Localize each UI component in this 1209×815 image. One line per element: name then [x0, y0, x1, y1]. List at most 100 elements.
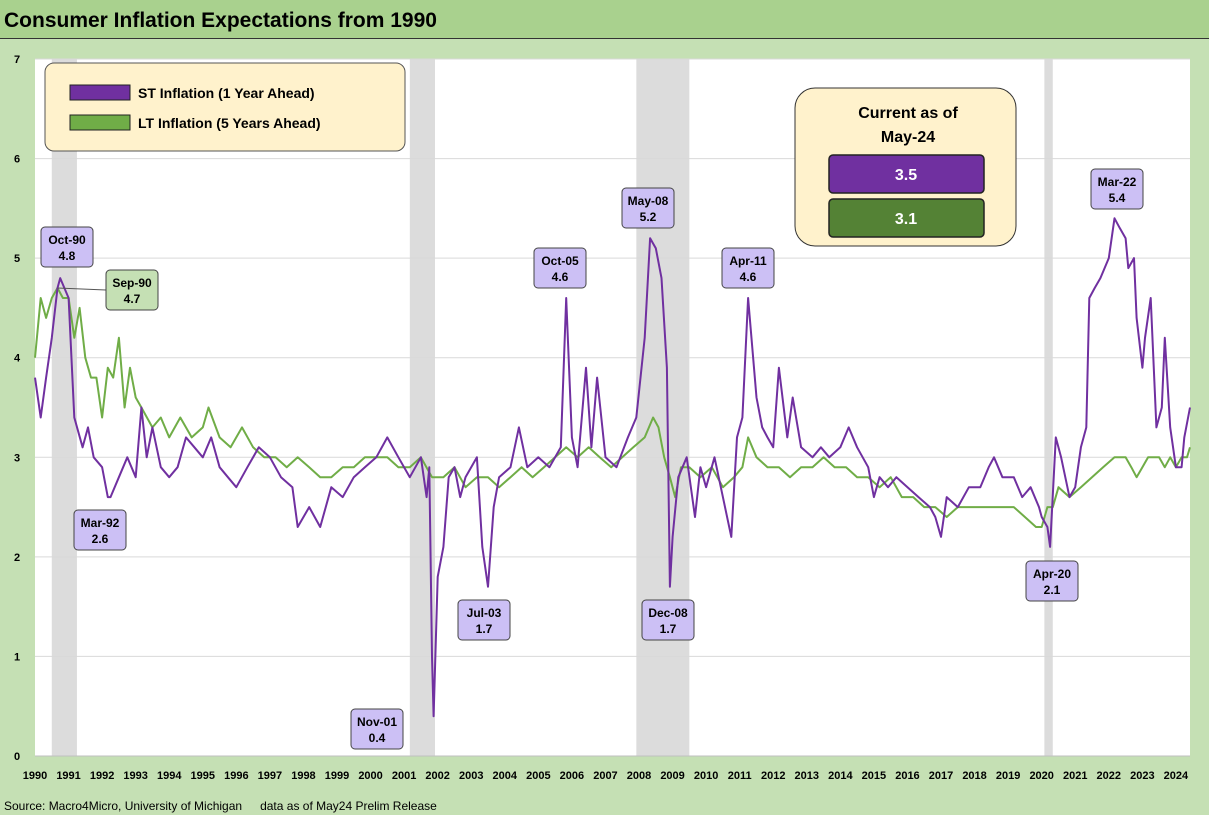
current-panel: Current as of May-24 3.5 3.1	[794, 87, 1017, 247]
x-tick-2006: 2006	[560, 770, 584, 782]
leader-sep-90	[57, 287, 107, 291]
annotation-box-sep-90	[105, 269, 159, 311]
x-tick-2008: 2008	[627, 770, 651, 782]
x-tick-2017: 2017	[929, 770, 953, 782]
annotation-date-nov-01: Nov-01	[357, 715, 397, 729]
x-tick-2010: 2010	[694, 770, 718, 782]
x-tick-1993: 1993	[123, 770, 147, 782]
legend-label-st: ST Inflation (1 Year Ahead)	[138, 85, 315, 101]
current-title: Current as of	[858, 105, 958, 122]
release-note: data as of May24 Prelim Release	[260, 799, 437, 813]
x-tick-2001: 2001	[392, 770, 416, 782]
annotation-value-nov-01: 0.4	[369, 731, 386, 745]
y-tick-2: 2	[14, 552, 20, 564]
annotation-box-may-08	[621, 187, 675, 229]
y-tick-7: 7	[14, 54, 20, 66]
annotation-date-dec-08: Dec-08	[648, 606, 688, 620]
x-tick-2019: 2019	[996, 770, 1020, 782]
x-tick-1999: 1999	[325, 770, 349, 782]
x-tick-2022: 2022	[1097, 770, 1121, 782]
annotation-box-apr-11	[721, 247, 775, 289]
annotation-value-oct-90: 4.8	[59, 249, 76, 263]
title-bar: Consumer Inflation Expectations from 199…	[0, 0, 1209, 39]
legend: ST Inflation (1 Year Ahead) LT Inflation…	[44, 62, 406, 152]
x-tick-2007: 2007	[593, 770, 617, 782]
annotation-box-oct-90	[40, 226, 94, 268]
recession-band-0	[51, 59, 77, 756]
annotation-box-dec-08	[641, 599, 695, 641]
x-tick-2016: 2016	[895, 770, 919, 782]
annotation-value-mar-22: 5.4	[1109, 191, 1126, 205]
annotation-date-mar-22: Mar-22	[1098, 175, 1137, 189]
series-line-lt	[34, 287, 1191, 528]
x-tick-2005: 2005	[526, 770, 550, 782]
annotation-box-apr-20	[1025, 560, 1079, 602]
chart-title: Consumer Inflation Expectations from 199…	[4, 9, 437, 32]
x-tick-2011: 2011	[728, 770, 752, 782]
x-tick-2009: 2009	[660, 770, 684, 782]
annotation-date-apr-20: Apr-20	[1033, 567, 1071, 581]
annotations: Oct-90 4.8 Sep-90 4.7 Mar-92 2.6 Nov-01 0.4 Jul-…	[40, 168, 1144, 750]
annotation-date-mar-92: Mar-92	[81, 516, 120, 530]
annotation-date-oct-90: Oct-90	[48, 233, 86, 247]
current-st-box	[828, 154, 985, 194]
annotation-date-may-08: May-08	[628, 194, 669, 208]
annotation-date-sep-90: Sep-90	[112, 276, 152, 290]
x-tick-1992: 1992	[90, 770, 114, 782]
series-lines	[34, 217, 1191, 718]
x-tick-2014: 2014	[828, 770, 853, 782]
x-tick-2024: 2024	[1164, 770, 1189, 782]
current-st-value: 3.5	[895, 167, 917, 184]
x-tick-2013: 2013	[795, 770, 819, 782]
legend-label-lt: LT Inflation (5 Years Ahead)	[138, 115, 321, 131]
annotation-box-mar-92	[73, 509, 127, 551]
recession-band-3	[1044, 59, 1053, 756]
y-tick-1: 1	[14, 651, 20, 663]
x-tick-1998: 1998	[291, 770, 315, 782]
current-lt-value: 3.1	[895, 211, 917, 228]
annotation-date-oct-05: Oct-05	[541, 254, 579, 268]
annotation-value-apr-20: 2.1	[1044, 583, 1061, 597]
x-tick-2004: 2004	[493, 770, 518, 782]
x-tick-2020: 2020	[1029, 770, 1053, 782]
recession-band-2	[636, 59, 690, 756]
x-tick-2002: 2002	[425, 770, 449, 782]
current-date: May-24	[881, 129, 935, 146]
source-note: Source: Macro4Micro, University of Michi…	[4, 799, 437, 813]
annotation-date-apr-11: Apr-11	[729, 254, 767, 268]
x-tick-1997: 1997	[258, 770, 282, 782]
x-axis-ticks: 1990 1991 1992 1993 1994 1995 1996 1997 1998 1999…	[23, 770, 1189, 782]
annotation-box-oct-05	[533, 247, 587, 289]
y-axis-ticks: 0 1 2 3 4 5 6 7	[14, 54, 21, 763]
annotation-box-mar-22	[1090, 168, 1144, 210]
annotation-value-apr-11: 4.6	[740, 270, 757, 284]
x-tick-1994: 1994	[157, 770, 182, 782]
x-tick-2012: 2012	[761, 770, 785, 782]
series-line-st	[34, 217, 1191, 718]
annotation-date-jul-03: Jul-03	[467, 606, 502, 620]
annotation-value-may-08: 5.2	[640, 210, 657, 224]
annotation-value-oct-05: 4.6	[552, 270, 569, 284]
x-tick-2021: 2021	[1063, 770, 1087, 782]
x-tick-2018: 2018	[962, 770, 986, 782]
legend-box	[44, 62, 406, 152]
y-tick-0: 0	[14, 751, 20, 763]
x-tick-2015: 2015	[862, 770, 886, 782]
x-tick-1990: 1990	[23, 770, 47, 782]
y-tick-5: 5	[14, 253, 20, 265]
annotation-leaders	[57, 287, 107, 291]
annotation-box-jul-03	[457, 599, 511, 641]
x-tick-1991: 1991	[56, 770, 80, 782]
annotation-value-dec-08: 1.7	[660, 622, 677, 636]
current-lt-box	[828, 198, 985, 238]
legend-swatch-lt	[69, 114, 131, 131]
annotation-value-jul-03: 1.7	[476, 622, 493, 636]
source-text: Source: Macro4Micro, University of Michi…	[4, 799, 243, 813]
y-tick-6: 6	[14, 154, 20, 166]
annotation-box-nov-01	[350, 708, 404, 750]
annotation-value-mar-92: 2.6	[92, 532, 109, 546]
x-tick-2003: 2003	[459, 770, 483, 782]
x-tick-2000: 2000	[358, 770, 382, 782]
x-tick-2023: 2023	[1130, 770, 1154, 782]
